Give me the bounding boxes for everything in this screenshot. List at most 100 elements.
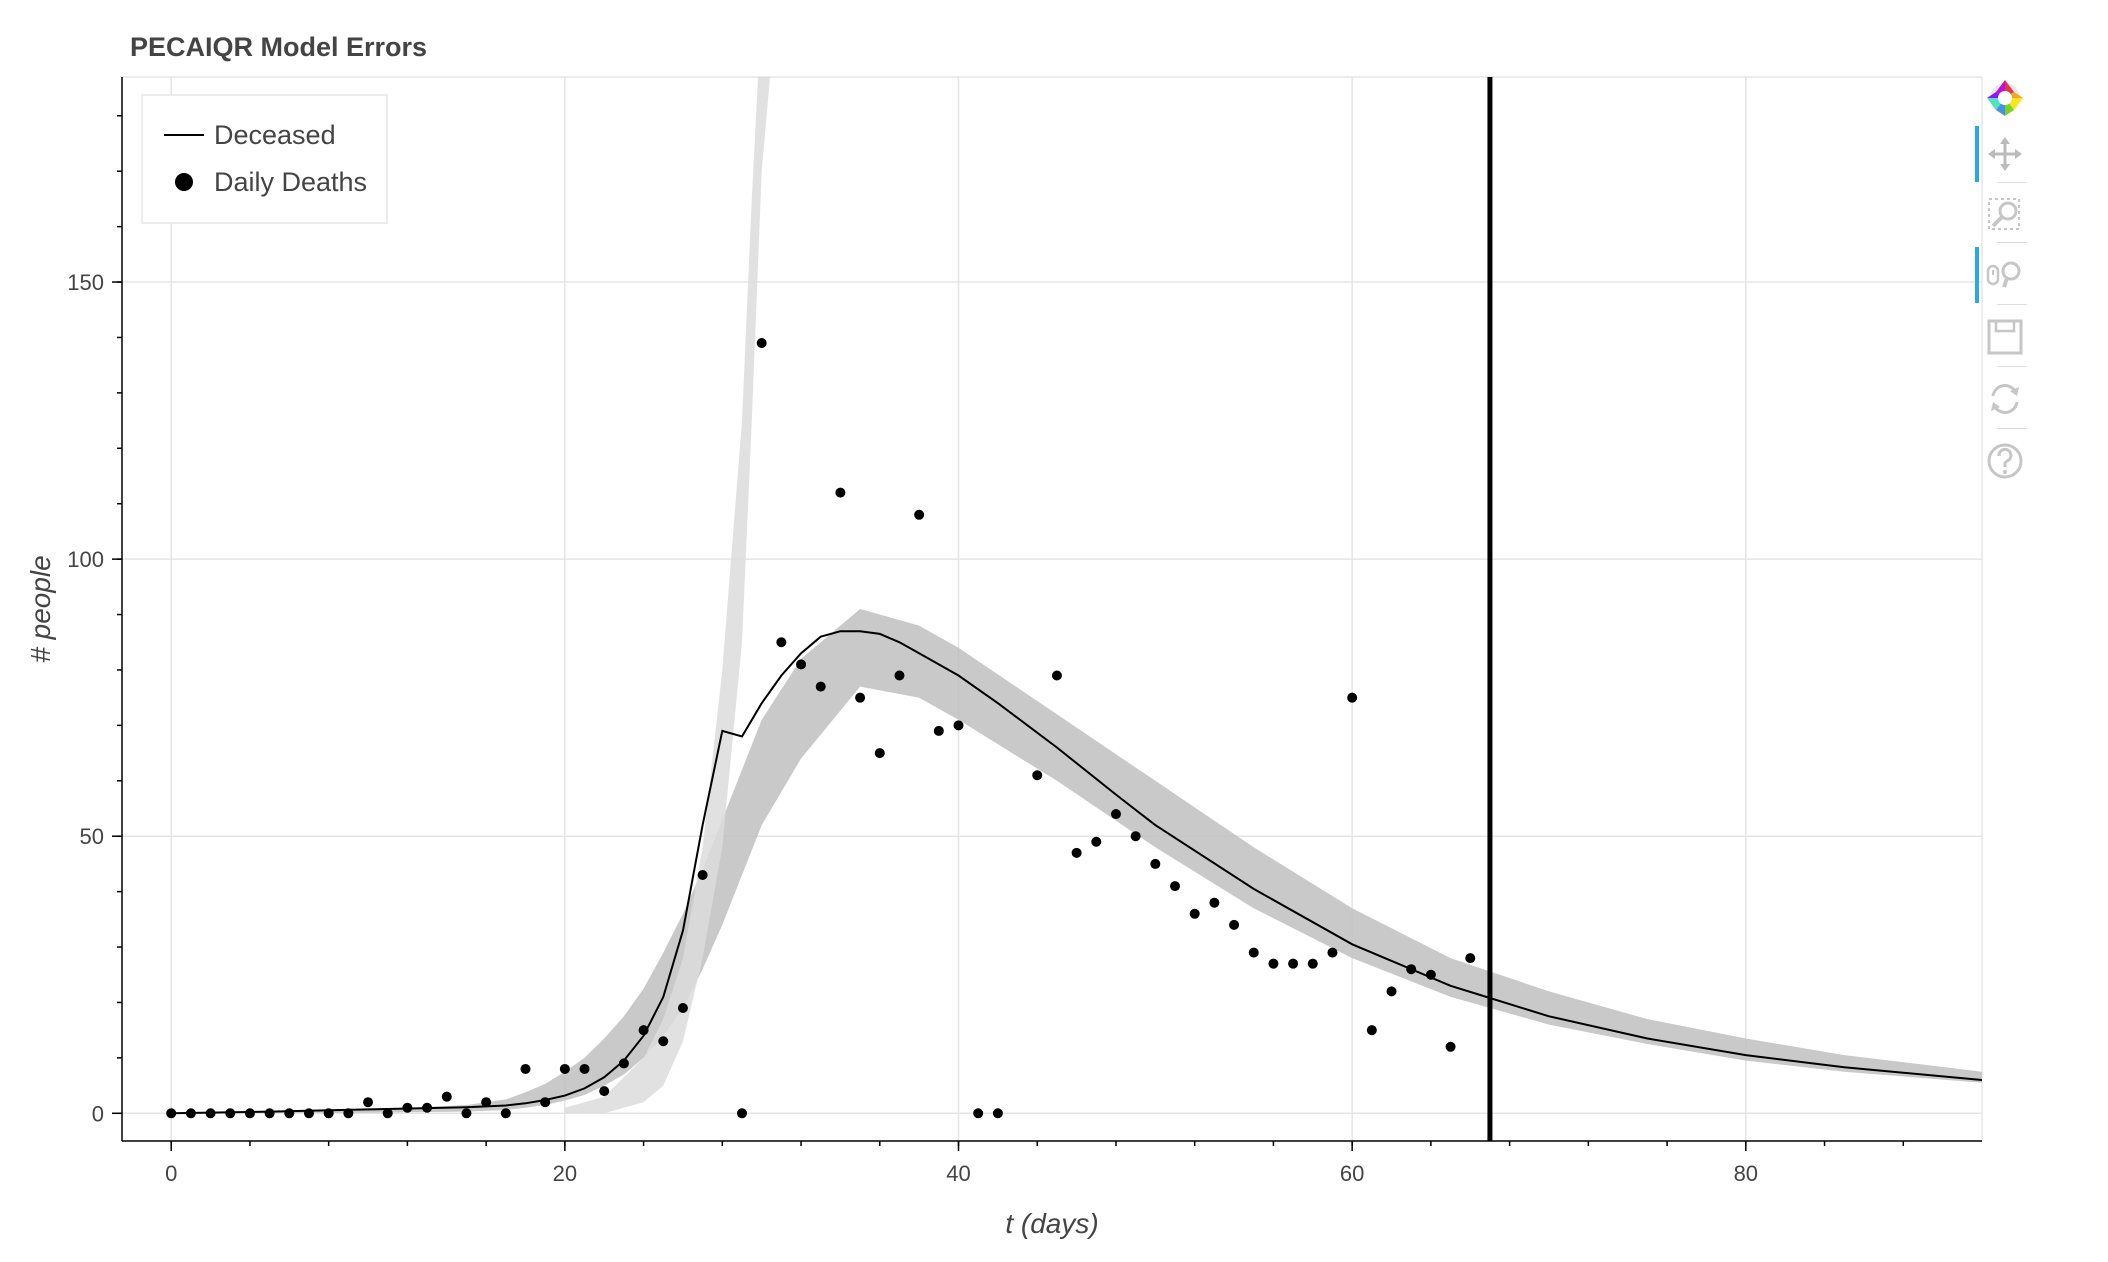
chart-title: PECAIQR Model Errors <box>130 32 428 62</box>
y-tick-label: 100 <box>67 547 104 572</box>
daily-deaths-point <box>244 1108 255 1119</box>
daily-deaths-point <box>540 1097 551 1108</box>
daily-deaths-point <box>1347 692 1358 703</box>
daily-deaths-point <box>500 1108 511 1119</box>
daily-deaths-point <box>422 1102 433 1113</box>
daily-deaths-point <box>658 1036 669 1047</box>
legend-circle-swatch <box>175 173 193 191</box>
bokeh-logo-button[interactable] <box>1975 70 2035 126</box>
daily-deaths-point <box>461 1108 472 1119</box>
daily-deaths-point <box>618 1058 629 1069</box>
daily-deaths-point <box>756 338 767 348</box>
daily-deaths-point <box>1386 986 1397 997</box>
x-tick-label: 40 <box>946 1161 970 1186</box>
daily-deaths-point <box>599 1086 610 1097</box>
box-zoom-tool-button[interactable] <box>1975 187 2035 243</box>
daily-deaths-point <box>1189 908 1200 919</box>
axes: 0 20 40 60 80 0 50 100 150 t (days) # people <box>25 77 1982 1239</box>
x-axis-label: t (days) <box>1005 1208 1098 1239</box>
daily-deaths-point <box>1051 670 1062 681</box>
daily-deaths-point <box>284 1108 295 1119</box>
y-tick-label: 50 <box>80 824 104 849</box>
daily-deaths-point <box>1288 958 1299 969</box>
toolbar-divider <box>1997 182 2027 183</box>
daily-deaths-point <box>855 692 866 703</box>
daily-deaths-point <box>1268 958 1279 969</box>
toolbar <box>1975 70 2035 490</box>
daily-deaths-point <box>1170 881 1181 892</box>
x-tick-label: 20 <box>553 1161 577 1186</box>
daily-deaths-point <box>933 725 944 736</box>
daily-deaths-point <box>520 1063 531 1074</box>
reset-icon <box>1991 384 2019 414</box>
x-tick-label: 0 <box>165 1161 177 1186</box>
x-tick-label: 80 <box>1734 1161 1758 1186</box>
daily-deaths-point <box>914 509 925 520</box>
daily-deaths-point <box>1445 1041 1456 1052</box>
daily-deaths-point <box>1248 947 1259 958</box>
daily-deaths-point <box>166 1108 177 1119</box>
daily-deaths-point <box>1110 809 1121 820</box>
daily-deaths-point <box>481 1097 492 1108</box>
box-zoom-icon <box>1988 198 2020 230</box>
error-band-1 <box>171 609 1982 1114</box>
toolbar-divider <box>1997 304 2027 305</box>
daily-deaths-point <box>992 1108 1003 1119</box>
daily-deaths-point <box>1150 858 1161 869</box>
legend-box <box>141 94 388 224</box>
daily-deaths-point <box>343 1108 354 1119</box>
daily-deaths-point <box>579 1063 590 1074</box>
deceased-line <box>171 630 1982 1115</box>
daily-deaths-point <box>638 1025 649 1036</box>
daily-deaths-point <box>973 1108 984 1119</box>
daily-deaths-point <box>382 1108 393 1119</box>
daily-deaths-point <box>363 1097 374 1108</box>
daily-deaths-point <box>441 1091 452 1102</box>
daily-deaths-point <box>776 637 787 648</box>
error-bands <box>171 77 1982 1114</box>
daily-deaths-point <box>894 670 905 681</box>
daily-deaths-point <box>1425 969 1436 980</box>
legend: Deceased Daily Deaths <box>141 94 388 224</box>
daily-deaths-point <box>402 1102 413 1113</box>
daily-deaths-point <box>1406 964 1417 975</box>
wheel-zoom-icon <box>1986 261 2021 288</box>
legend-label: Daily Deaths <box>214 167 367 197</box>
daily-deaths-point <box>323 1108 334 1119</box>
daily-deaths-point <box>1366 1025 1377 1036</box>
toolbar-divider <box>1997 242 2027 243</box>
y-tick-label: 150 <box>67 270 104 295</box>
grid <box>122 76 1983 1141</box>
daily-deaths-point <box>697 870 708 880</box>
daily-deaths-point <box>737 1108 747 1119</box>
daily-deaths-point <box>1071 847 1082 858</box>
daily-deaths-point <box>1307 958 1318 969</box>
daily-deaths-point <box>815 681 826 692</box>
daily-deaths-point <box>835 487 846 498</box>
daily-deaths-point <box>559 1063 570 1074</box>
daily-deaths-point <box>796 659 807 670</box>
daily-deaths-point <box>303 1108 314 1119</box>
save-tool-button[interactable] <box>1975 309 2035 365</box>
save-icon <box>1987 319 2023 355</box>
help-icon <box>1987 443 2023 479</box>
wheel-zoom-tool-button[interactable] <box>1975 247 2035 303</box>
daily-deaths-point <box>1091 836 1102 847</box>
reset-tool-button[interactable] <box>1975 371 2035 427</box>
daily-deaths-point <box>677 1003 688 1013</box>
pan-icon <box>1988 137 2022 171</box>
daily-deaths-point <box>1032 770 1043 781</box>
daily-deaths-point <box>264 1108 275 1119</box>
daily-deaths-point <box>1209 897 1220 908</box>
toolbar-divider <box>1997 428 2027 429</box>
daily-deaths-point <box>1130 831 1141 842</box>
toolbar-divider <box>1997 366 2027 367</box>
daily-deaths-point <box>225 1108 236 1119</box>
x-tick-label: 60 <box>1340 1161 1364 1186</box>
help-tool-button[interactable] <box>1975 433 2035 489</box>
y-tick-label: 0 <box>92 1101 104 1126</box>
daily-deaths-point <box>953 720 964 731</box>
daily-deaths-point <box>1327 947 1338 958</box>
pan-tool-button[interactable] <box>1975 126 2035 182</box>
